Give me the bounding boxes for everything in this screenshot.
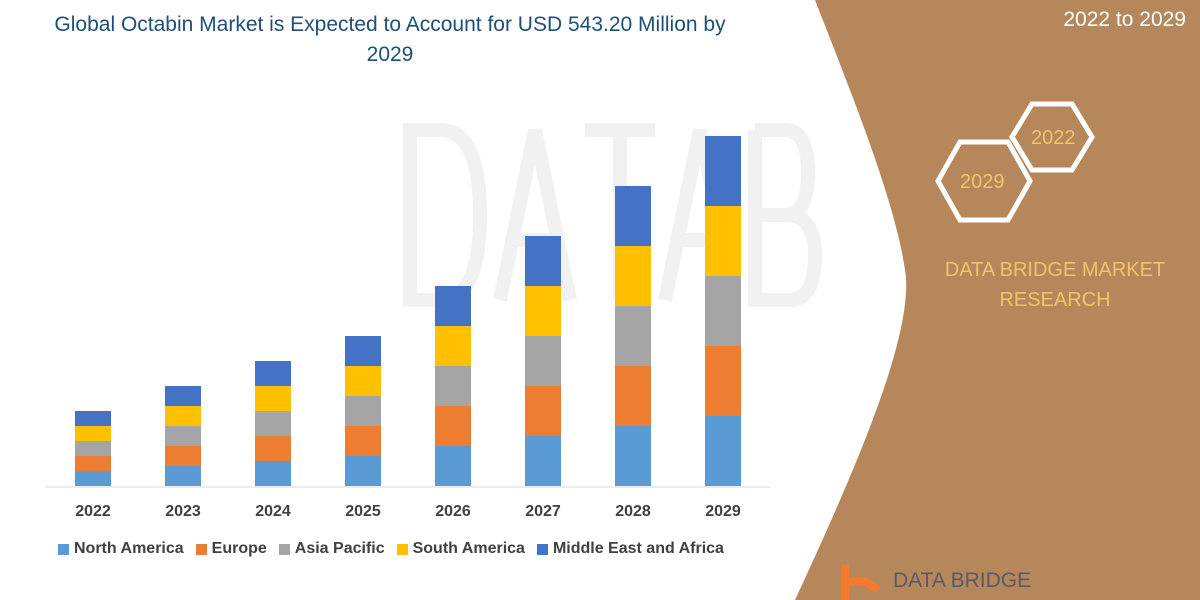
- bar-segment-2028-europe: [615, 366, 651, 426]
- page-title: Global Octabin Market is Expected to Acc…: [54, 13, 726, 66]
- bar-segment-2025-europe: [345, 426, 381, 456]
- hexagon-label-2029: 2029: [960, 171, 1005, 193]
- bar-segment-2026-asia-pacific: [435, 366, 471, 406]
- legend-swatch: [396, 543, 408, 555]
- hexagon-2022: [1009, 101, 1095, 173]
- bar-segment-2026-south-america: [435, 326, 471, 366]
- x-tick-label: 2022: [75, 503, 111, 520]
- bar-segment-2022-middle-east-and-africa: [75, 411, 111, 426]
- bar-segment-2026-north-america: [435, 446, 471, 486]
- x-tick-label: 2023: [165, 503, 201, 520]
- bar-segment-2027-asia-pacific: [525, 336, 561, 386]
- bar-segment-2022-south-america: [75, 426, 111, 441]
- x-tick-label: 2029: [705, 503, 741, 520]
- bar-segment-2024-north-america: [255, 461, 291, 486]
- bar-segment-2022-north-america: [75, 471, 111, 486]
- logo-text: DATA BRIDGE: [893, 569, 1032, 592]
- legend-swatch: [278, 543, 290, 555]
- bar-segment-2029-middle-east-and-africa: [705, 136, 741, 206]
- bar-segment-2025-south-america: [345, 366, 381, 396]
- brown-panel: [795, 0, 1200, 600]
- legend: North America Europe Asia Pacific South …: [58, 540, 724, 558]
- bar-segment-2029-north-america: [705, 416, 741, 486]
- bar-segment-2027-middle-east-and-africa: [525, 236, 561, 286]
- legend-item: South America: [396, 540, 525, 558]
- bar-segment-2023-north-america: [165, 466, 201, 486]
- x-tick-label: 2025: [345, 503, 381, 520]
- legend-swatch: [195, 543, 207, 555]
- bar-segment-2023-europe: [165, 446, 201, 466]
- legend-item: Middle East and Africa: [536, 540, 724, 558]
- legend-label: South America: [412, 540, 525, 557]
- legend-item: North America: [58, 540, 184, 558]
- bar-segment-2025-asia-pacific: [345, 396, 381, 426]
- hexagon-2029: [935, 139, 1033, 223]
- legend-label: Asia Pacific: [294, 540, 385, 557]
- legend-label: North America: [74, 540, 184, 557]
- x-tick-label: 2028: [615, 503, 651, 520]
- bar-segment-2027-europe: [525, 386, 561, 436]
- bar-segment-2028-asia-pacific: [615, 306, 651, 366]
- logo-mark-icon: [841, 565, 881, 600]
- bar-segment-2027-north-america: [525, 436, 561, 486]
- bar-segment-2026-middle-east-and-africa: [435, 286, 471, 326]
- bar-segment-2023-south-america: [165, 406, 201, 426]
- x-tick-label: 2027: [525, 503, 561, 520]
- bar-segment-2029-asia-pacific: [705, 276, 741, 346]
- bar-segment-2024-asia-pacific: [255, 411, 291, 436]
- bar-segment-2022-asia-pacific: [75, 441, 111, 456]
- x-tick-label: 2026: [435, 503, 471, 520]
- forecast-period: 2022 to 2029: [1063, 8, 1186, 31]
- bar-segment-2024-europe: [255, 436, 291, 461]
- legend-swatch: [58, 543, 69, 555]
- legend-label: Europe: [211, 540, 267, 557]
- legend-item: Asia Pacific: [278, 540, 385, 558]
- legend-item: Europe: [195, 540, 267, 558]
- bar-segment-2024-middle-east-and-africa: [255, 361, 291, 386]
- bar-segment-2025-north-america: [345, 456, 381, 486]
- legend-label: Middle East and Africa: [552, 540, 724, 557]
- bar-segment-2028-middle-east-and-africa: [615, 186, 651, 246]
- bar-segment-2023-middle-east-and-africa: [165, 386, 201, 406]
- bar-segment-2028-south-america: [615, 246, 651, 306]
- x-tick-label: 2024: [255, 503, 291, 520]
- bar-segment-2029-europe: [705, 346, 741, 416]
- bar-segment-2023-asia-pacific: [165, 426, 201, 446]
- bar-segment-2029-south-america: [705, 206, 741, 276]
- bar-segment-2025-middle-east-and-africa: [345, 336, 381, 366]
- hexagon-label-2022: 2022: [1031, 127, 1076, 149]
- legend-swatch: [536, 543, 548, 555]
- bar-segment-2026-europe: [435, 406, 471, 446]
- bar-segment-2028-north-america: [615, 426, 651, 486]
- brand-text: DATA BRIDGE MARKET RESEARCH: [944, 259, 1166, 311]
- bar-segment-2022-europe: [75, 456, 111, 471]
- bar-segment-2024-south-america: [255, 386, 291, 411]
- bar-segment-2027-south-america: [525, 286, 561, 336]
